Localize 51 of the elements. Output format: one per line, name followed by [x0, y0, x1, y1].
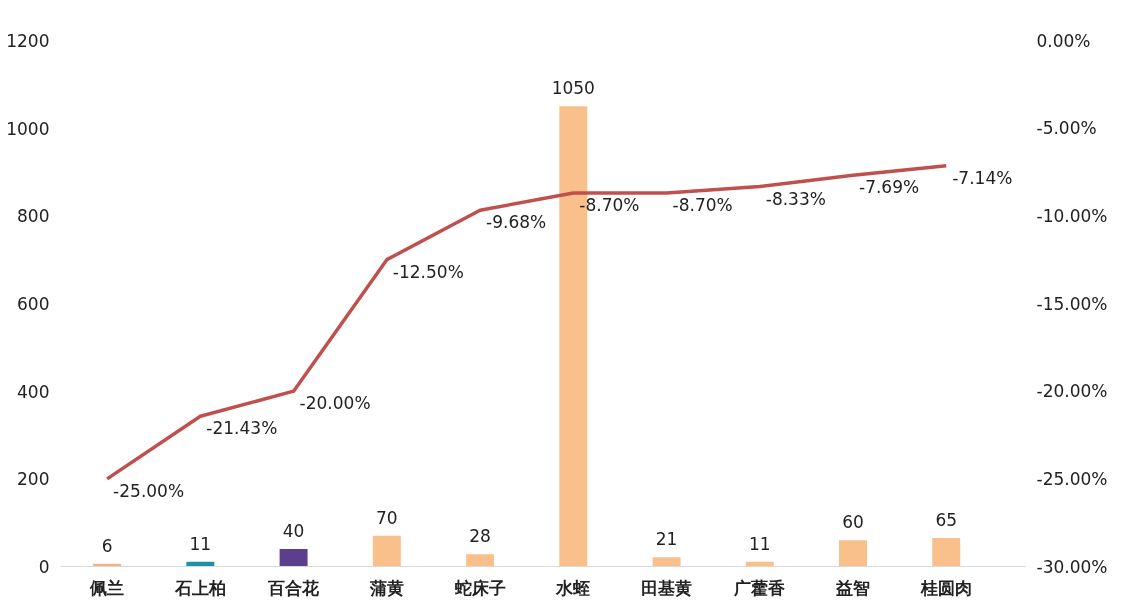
data-label: -7.69% — [859, 177, 920, 198]
bar — [466, 554, 495, 567]
x-tick-label: 蒲黄 — [368, 577, 404, 598]
y2-tick-label: -30.00% — [1036, 556, 1108, 577]
data-label: 1050 — [551, 78, 595, 99]
data-label: 40 — [282, 520, 305, 541]
bar — [839, 540, 867, 567]
data-label: -21.43% — [206, 418, 278, 439]
y-tick-label: 1000 — [6, 118, 50, 139]
x-tick-label: 百合花 — [267, 577, 321, 598]
data-label: 6 — [101, 535, 113, 556]
data-label: 11 — [748, 533, 771, 554]
x-tick-label: 佩兰 — [89, 577, 125, 598]
data-label: -25.00% — [113, 480, 185, 501]
bar — [372, 535, 401, 567]
y2-tick-label: 0.00% — [1036, 30, 1091, 51]
x-tick-label: 桂圆肉 — [919, 577, 972, 598]
data-label: -20.00% — [299, 393, 371, 414]
data-label: 60 — [842, 512, 864, 533]
y-tick-label: 1200 — [6, 31, 50, 51]
y2-tick-label: -5.00% — [1036, 118, 1097, 139]
data-label: 21 — [655, 529, 678, 550]
y2-tick-label: -10.00% — [1036, 205, 1108, 226]
bar — [932, 538, 961, 567]
bar — [279, 548, 308, 567]
data-label: -8.70% — [672, 195, 733, 216]
data-label: -9.68% — [486, 212, 547, 233]
x-tick-label: 广藿香 — [733, 577, 787, 598]
y-tick-label: 200 — [17, 469, 50, 490]
data-label: -7.14% — [952, 167, 1013, 188]
y-tick-label: 0 — [38, 557, 50, 577]
bar — [652, 557, 681, 567]
data-label: -8.70% — [579, 195, 640, 216]
data-label: -8.33% — [765, 188, 826, 209]
y2-tick-label: -25.00% — [1036, 468, 1108, 489]
data-label: 28 — [469, 526, 491, 547]
x-tick-label: 益智 — [835, 577, 871, 598]
y-tick-label: 800 — [17, 206, 50, 227]
y-tick-label: 400 — [17, 381, 50, 402]
line-series — [105, 163, 948, 481]
y2-tick-label: -15.00% — [1036, 293, 1108, 314]
data-label: 11 — [189, 533, 212, 554]
x-tick-label: 水蛭 — [555, 577, 591, 598]
data-label: 65 — [935, 510, 958, 531]
x-tick-label: 石上柏 — [173, 577, 226, 598]
x-tick-label: 田基黄 — [641, 577, 693, 598]
y2-tick-label: -20.00% — [1036, 381, 1108, 402]
y-tick-label: 600 — [17, 294, 50, 314]
x-tick-label: 蛇床子 — [453, 577, 506, 598]
data-label: -12.50% — [392, 261, 464, 282]
data-label: 70 — [376, 507, 398, 528]
